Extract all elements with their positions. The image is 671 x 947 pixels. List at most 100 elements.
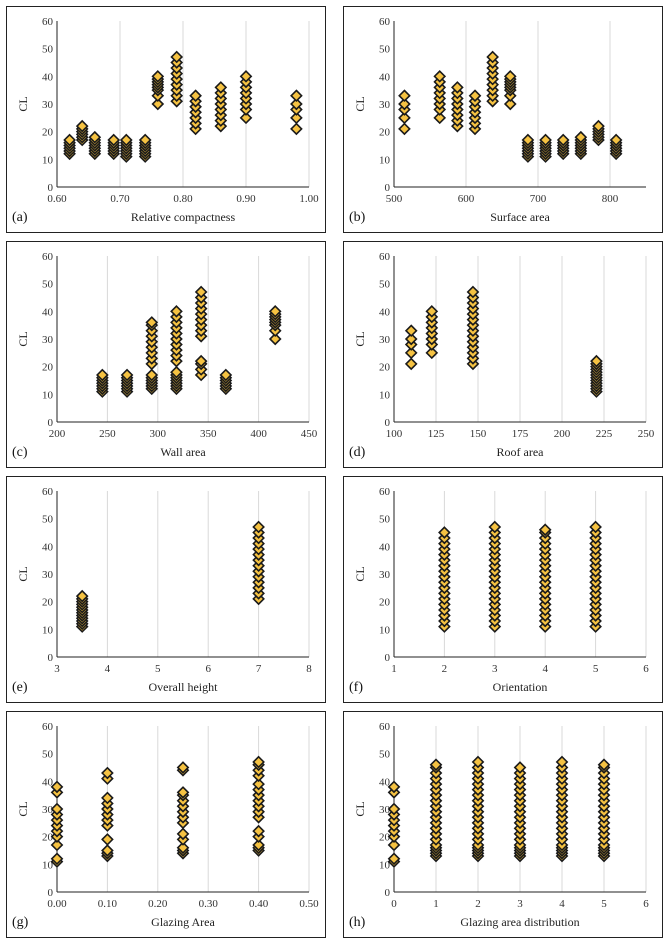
x-tick-label: 1 <box>433 898 439 910</box>
data-point <box>268 305 282 318</box>
data-point <box>170 305 183 318</box>
chart-c: 0 10 20 30 40 50 60 200 250 300 350 400 450 CL Wall ar… <box>12 251 318 460</box>
y-tick-label: 10 <box>42 859 54 871</box>
scatter-series <box>387 755 611 868</box>
x-tick-label: 6 <box>205 663 211 675</box>
data-point <box>597 758 611 772</box>
panel-label: (g) <box>12 915 29 930</box>
data-point <box>290 111 303 125</box>
y-tick-label: 40 <box>379 71 391 83</box>
x-tick-label: 0.90 <box>236 193 256 205</box>
y-tick-label: 0 <box>48 887 54 899</box>
x-axis-title: Glazing area distribution <box>460 915 579 929</box>
y-tick-label: 40 <box>379 776 391 788</box>
data-point <box>609 133 623 147</box>
x-axis-title: Roof area <box>497 445 545 459</box>
data-point <box>50 780 64 794</box>
panel-label: (a) <box>12 210 28 225</box>
x-tick-label: 600 <box>458 193 475 205</box>
y-axis-title: CL <box>353 566 367 581</box>
scatter-series <box>50 755 265 868</box>
x-tick-label: 0.20 <box>148 898 168 910</box>
x-axis-title: Glazing Area <box>151 915 215 929</box>
y-axis-title: CL <box>16 96 30 111</box>
x-axis-title: Relative compactness <box>131 210 236 224</box>
y-tick-label: 50 <box>379 44 391 56</box>
data-point <box>433 70 447 83</box>
y-tick-label: 0 <box>385 652 391 664</box>
y-tick-label: 20 <box>379 597 391 609</box>
data-point <box>219 368 233 382</box>
x-tick-label: 8 <box>306 663 312 675</box>
y-tick-label: 60 <box>379 721 391 733</box>
panel-label: (b) <box>349 210 366 225</box>
data-point <box>404 332 418 346</box>
data-point <box>398 111 411 125</box>
panel-label: (h) <box>349 915 366 930</box>
panel-a: 0 10 20 30 40 50 60 0.60 0.70 0.80 0.90 1.00 CL Relat… <box>6 6 326 233</box>
data-point <box>425 305 439 318</box>
y-tick-label: 40 <box>42 541 54 553</box>
data-point <box>433 111 447 125</box>
scatter-series <box>75 520 265 633</box>
y-tick-label: 60 <box>42 721 54 733</box>
data-point <box>176 841 190 855</box>
data-point <box>50 852 64 866</box>
data-point <box>387 802 401 816</box>
x-tick-label: 0.10 <box>98 898 118 910</box>
x-tick-label: 4 <box>559 898 565 910</box>
data-point <box>471 755 485 769</box>
data-point <box>574 130 588 144</box>
data-point <box>189 89 202 103</box>
y-tick-label: 0 <box>48 182 54 194</box>
x-tick-label: 350 <box>200 428 217 440</box>
x-tick-label: 200 <box>49 428 66 440</box>
y-tick-label: 30 <box>379 334 391 346</box>
x-tick-label: 7 <box>256 663 262 675</box>
x-tick-label: 250 <box>638 428 655 440</box>
x-tick-label: 500 <box>386 193 403 205</box>
data-point <box>176 761 190 774</box>
y-tick-label: 40 <box>42 71 54 83</box>
data-point <box>592 119 605 133</box>
y-tick-label: 20 <box>42 362 54 374</box>
y-tick-label: 20 <box>379 832 391 844</box>
scatter-series <box>404 285 603 398</box>
x-tick-label: 200 <box>554 428 571 440</box>
data-point <box>268 332 282 346</box>
data-point <box>145 368 159 382</box>
chart-e: 0 10 20 30 40 50 60 3 4 5 6 7 8 CL Overall height (e) <box>12 486 312 695</box>
x-tick-label: 0.80 <box>173 193 193 205</box>
data-point <box>539 133 552 147</box>
y-tick-label: 50 <box>379 279 391 291</box>
panel-label: (d) <box>349 445 366 460</box>
data-point <box>176 827 190 841</box>
y-axis-title: CL <box>353 801 367 816</box>
y-tick-label: 10 <box>42 154 54 166</box>
y-tick-label: 50 <box>42 279 54 291</box>
y-tick-label: 0 <box>48 417 54 429</box>
data-point <box>75 589 89 603</box>
data-point <box>239 111 253 125</box>
y-tick-label: 60 <box>42 251 54 263</box>
y-tick-label: 30 <box>42 804 54 816</box>
x-tick-label: 0 <box>391 898 397 910</box>
scatter-series <box>63 50 303 163</box>
data-point <box>290 89 303 103</box>
y-tick-label: 30 <box>42 334 54 346</box>
panel-label: (f) <box>349 680 363 695</box>
y-tick-label: 50 <box>379 514 391 526</box>
y-tick-label: 20 <box>379 362 391 374</box>
data-point <box>96 368 109 382</box>
y-tick-label: 60 <box>42 486 54 498</box>
data-point <box>101 766 114 780</box>
data-point <box>556 133 570 147</box>
y-tick-label: 20 <box>42 127 54 139</box>
data-point <box>503 97 517 111</box>
x-tick-label: 3 <box>54 663 60 675</box>
y-tick-label: 10 <box>379 154 391 166</box>
x-tick-label: 225 <box>596 428 613 440</box>
data-point <box>387 852 401 866</box>
data-point <box>438 526 451 539</box>
x-tick-label: 2 <box>442 663 448 675</box>
